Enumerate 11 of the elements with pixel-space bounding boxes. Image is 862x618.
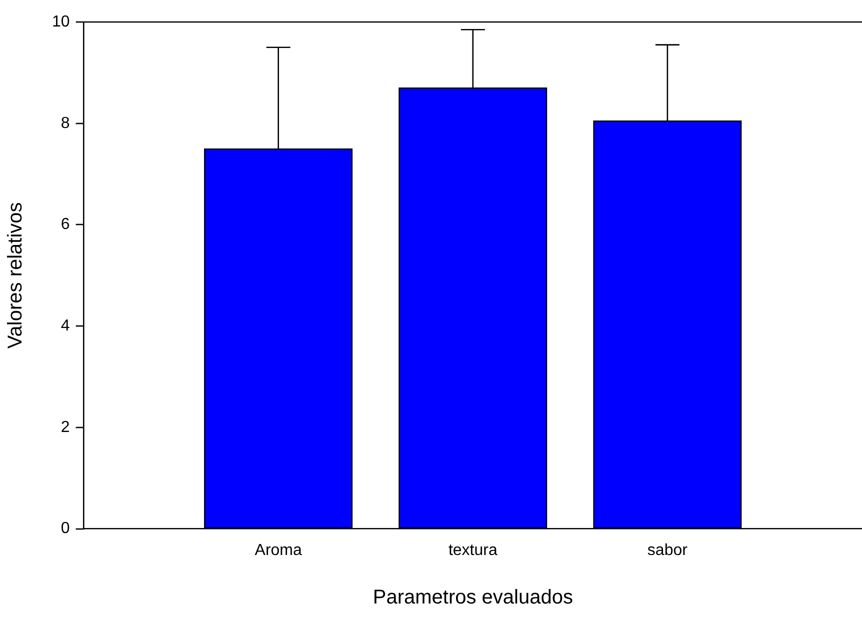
y-tick-label: 0 <box>60 520 70 538</box>
y-tick-label: 2 <box>60 418 70 436</box>
x-tick-label: textura <box>448 542 498 559</box>
y-tick-label: 4 <box>60 317 70 334</box>
y-axis-title: Valores relativos <box>4 202 27 349</box>
x-tick-label: sabor <box>647 542 688 559</box>
x-tick-label: Aroma <box>254 542 302 559</box>
y-tick-label: 10 <box>52 13 70 30</box>
x-axis-title: Parametros evaluados <box>372 586 573 609</box>
y-tick-label: 6 <box>60 216 70 234</box>
y-tick-label: 8 <box>60 114 70 132</box>
